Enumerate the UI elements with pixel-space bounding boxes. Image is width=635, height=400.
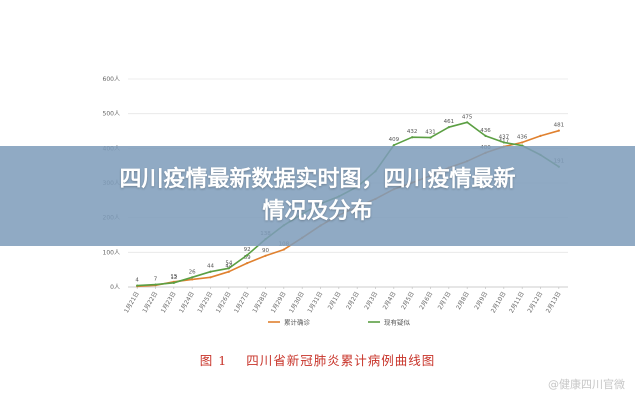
x-tick-label: 2月8日 [455,291,471,312]
x-tick-label: 1月24日 [178,291,196,315]
data-label: 431 [425,130,436,136]
data-label: 481 [554,123,565,129]
data-label: 26 [189,269,196,275]
data-point [246,261,249,265]
data-label: 7 [154,277,158,283]
data-label: 54 [225,260,232,266]
legend-label: 现有疑似 [384,318,411,327]
x-tick-label: 1月23日 [160,291,178,315]
data-point [227,270,230,273]
data-point [154,283,157,286]
data-point [392,144,395,147]
headline-line-1: 四川疫情最新数据实时图，四川疫情最新 [119,167,516,192]
x-tick-label: 2月12日 [526,291,544,315]
figure-caption: 图 1 四川省新冠肺炎累计病例曲线图 [0,350,635,369]
data-point [447,126,450,129]
data-label: 409 [389,137,400,143]
data-label: 432 [407,129,418,135]
data-label: 436 [480,128,491,134]
watermark: @健康四川官微 [548,378,625,391]
data-label: 44 [225,264,232,270]
data-label: 475 [462,114,473,120]
data-point [246,254,249,257]
data-point [539,134,542,137]
x-tick-label: 2月5日 [400,291,416,312]
data-point [557,129,560,132]
y-tick-label: 600人 [103,76,120,83]
legend-label: 累计确诊 [284,318,311,327]
x-tick-label: 1月25日 [196,291,214,315]
x-tick-label: 2月6日 [418,291,434,312]
data-point [209,270,212,273]
y-tick-label: 0人 [110,284,120,291]
x-tick-label: 2月13日 [545,291,563,315]
data-point [172,281,175,284]
x-tick-label: 2月10日 [490,291,508,315]
x-tick-label: 2月2日 [345,291,361,312]
y-tick-label: 100人 [103,249,120,256]
data-point [521,141,524,144]
x-tick-label: 1月27日 [233,291,251,315]
data-point [282,248,285,251]
x-tick-label: 2月4日 [382,291,398,312]
x-tick-label: 2月1日 [327,291,343,312]
headline-line-2: 情况及分布 [262,199,373,224]
data-label: 4 [135,278,139,284]
data-label: 437 [499,134,510,140]
data-label: 436 [517,134,528,140]
chart-legend: 累计确诊 现有疑似 [268,318,411,327]
x-tick-label: 2月9日 [473,291,489,312]
x-tick-label: 1月30日 [288,291,306,315]
x-tick-label: 2月7日 [437,291,453,312]
data-point [411,136,414,139]
data-point [429,136,432,139]
data-point [191,278,194,281]
data-label: 12 [170,275,177,281]
data-point [502,141,505,144]
figure-title: 四川省新冠肺炎累计病例曲线图 [246,353,436,368]
x-tick-label: 1月21日 [123,291,141,315]
headline-banner: 四川疫情最新数据实时图，四川疫情最新 情况及分布 [0,146,635,246]
data-point [136,284,139,287]
data-label: 461 [444,119,455,125]
data-label: 15 [170,274,177,280]
data-point [264,254,267,257]
data-point [466,121,469,124]
data-point [484,134,487,137]
x-tick-label: 1月26日 [215,291,233,315]
figure-number: 图 1 [199,353,228,368]
data-point [227,267,230,270]
x-tick-label: 1月31日 [306,291,324,315]
data-label: 69 [244,255,251,261]
data-label: 92 [244,247,251,253]
data-label: 90 [262,248,269,254]
x-axis-labels: 1月21日 1月22日 1月23日 1月24日 1月25日 1月26日 1月27日 1月28日… [123,287,563,315]
x-tick-label: 2月3日 [363,291,379,312]
data-point [191,276,194,279]
x-tick-label: 1月28日 [251,291,269,315]
data-label: 44 [207,264,214,270]
x-tick-label: 1月22日 [141,291,159,315]
x-tick-label: 1月29日 [270,291,288,315]
data-point [209,276,212,279]
x-tick-label: 2月11日 [508,291,526,315]
y-tick-label: 500人 [103,111,120,118]
